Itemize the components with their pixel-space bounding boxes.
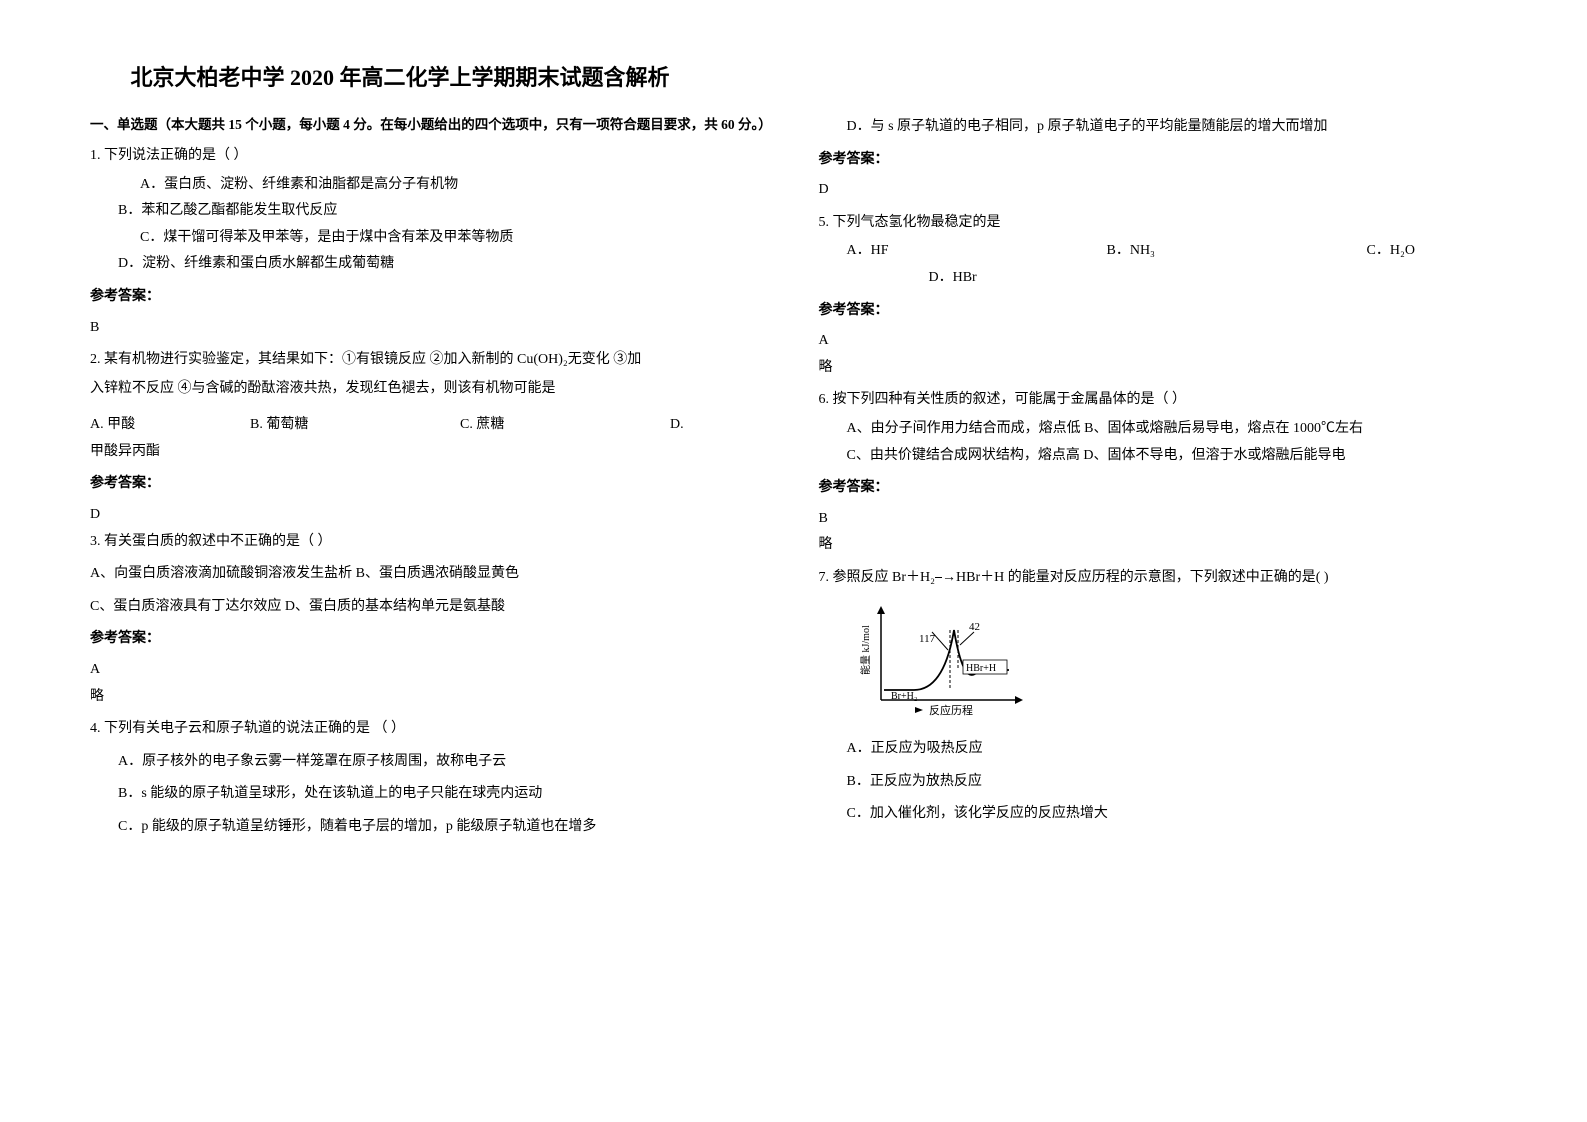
q2-stem-line2: 入锌粒不反应 ④与含碱的酚酞溶液共热，发现红色褪去，则该有机物可能是 bbox=[90, 376, 769, 403]
q6-answer: B bbox=[819, 506, 1498, 533]
q5-opt-d: D．HBr bbox=[929, 265, 977, 292]
q7-opt-a: A．正反应为吸热反应 bbox=[819, 736, 1498, 763]
q2-stem-line1: 2. 某有机物进行实验鉴定，其结果如下：①有银镜反应 ②加入新制的 Cu(OH)… bbox=[90, 347, 769, 374]
q6-explanation: 略 bbox=[819, 532, 1498, 559]
q7-energy-diagram: 能量 kJ/mol 117 42 Br+H₂ H bbox=[859, 600, 1019, 731]
q4-answer-label: 参考答案： bbox=[819, 147, 1498, 174]
diagram-ylabel: 能量 kJ/mol bbox=[859, 625, 872, 675]
q3-stem: 3. 有关蛋白质的叙述中不正确的是（ ） bbox=[90, 529, 769, 556]
q2-options-row: A. 甲酸 B. 葡萄糖 C. 蔗糖 D. bbox=[90, 412, 769, 439]
diagram-xlabel: 反应历程 bbox=[929, 703, 973, 717]
q2-answer: D bbox=[90, 502, 769, 529]
q3-answer-label: 参考答案： bbox=[90, 626, 769, 653]
q7-opt-b: B．正反应为放热反应 bbox=[819, 769, 1498, 796]
q6-opt-ab: A、由分子间作用力结合而成，熔点低 B、固体或熔融后易导电，熔点在 1000℃左… bbox=[819, 416, 1498, 443]
q6-opt-cd: C、由共价键结合成网状结构，熔点高 D、固体不导电，但溶于水或熔融后能导电 bbox=[819, 443, 1498, 470]
q4-answer: D bbox=[819, 177, 1498, 204]
q4-opt-a: A．原子核外的电子象云雾一样笼罩在原子核周围，故称电子云 bbox=[90, 749, 769, 776]
diagram-reactant-label: Br+H₂ bbox=[891, 691, 917, 702]
column-right: D．与 s 原子轨道的电子相同，p 原子轨道电子的平均能量随能层的增大而增加 参… bbox=[819, 114, 1498, 843]
diagram-product-label: HBr+H bbox=[966, 663, 996, 674]
q5-stem: 5. 下列气态氢化物最稳定的是 bbox=[819, 210, 1498, 237]
q2-opt-a: A. 甲酸 bbox=[90, 412, 250, 439]
q1-answer-label: 参考答案： bbox=[90, 284, 769, 311]
q5-options-row1: A．HF B．NH₃ C．H₂O bbox=[819, 238, 1498, 265]
q1-opt-a: A．蛋白质、淀粉、纤维素和油脂都是高分子有机物 bbox=[90, 172, 769, 199]
diagram-x-arrow bbox=[1015, 696, 1023, 704]
q7-opt-c: C．加入催化剂，该化学反应的反应热增大 bbox=[819, 801, 1498, 828]
column-left: 一、单选题（本大题共 15 个小题，每小题 4 分。在每小题给出的四个选项中，只… bbox=[90, 114, 769, 843]
q2-answer-label: 参考答案： bbox=[90, 471, 769, 498]
q2-opt-d-continued: 甲酸异丙酯 bbox=[90, 439, 769, 466]
q1-answer: B bbox=[90, 315, 769, 342]
q3-opt-cd: C、蛋白质溶液具有丁达尔效应 D、蛋白质的基本结构单元是氨基酸 bbox=[90, 594, 769, 621]
q5-opt-c: C．H₂O bbox=[1367, 238, 1415, 265]
q1-stem: 1. 下列说法正确的是（ ） bbox=[90, 143, 769, 170]
q5-options-row2: D．HBr bbox=[819, 265, 1498, 292]
diagram-label-42: 42 bbox=[969, 621, 980, 633]
q5-answer: A bbox=[819, 328, 1498, 355]
q4-opt-b: B．s 能级的原子轨道呈球形，处在该轨道上的电子只能在球壳内运动 bbox=[90, 781, 769, 808]
diagram-x-label-arrow bbox=[915, 707, 923, 713]
page-title: 北京大柏老中学 2020 年高二化学上学期期末试题含解析 bbox=[90, 60, 710, 92]
q1-opt-d: D．淀粉、纤维素和蛋白质水解都生成葡萄糖 bbox=[90, 251, 769, 278]
q1-opt-b: B．苯和乙酸乙酯都能发生取代反应 bbox=[90, 198, 769, 225]
q6-stem: 6. 按下列四种有关性质的叙述，可能属于金属晶体的是（ ） bbox=[819, 387, 1498, 414]
diagram-arrow-42 bbox=[960, 632, 974, 645]
q5-opt-a: A．HF bbox=[847, 238, 1107, 265]
q7-stem: 7. 参照反应 Br＋H₂⎯→HBr＋H 的能量对反应历程的示意图，下列叙述中正… bbox=[819, 565, 1498, 592]
q3-explanation: 略 bbox=[90, 684, 769, 711]
q4-opt-d: D．与 s 原子轨道的电子相同，p 原子轨道电子的平均能量随能层的增大而增加 bbox=[819, 114, 1498, 141]
q4-opt-c: C．p 能级的原子轨道呈纺锤形，随着电子层的增加，p 能级原子轨道也在增多 bbox=[90, 814, 769, 841]
q2-opt-b: B. 葡萄糖 bbox=[250, 412, 460, 439]
q3-opt-ab: A、向蛋白质溶液滴加硫酸铜溶液发生盐析 B、蛋白质遇浓硝酸显黄色 bbox=[90, 561, 769, 588]
content-columns: 一、单选题（本大题共 15 个小题，每小题 4 分。在每小题给出的四个选项中，只… bbox=[90, 114, 1497, 843]
q5-answer-label: 参考答案： bbox=[819, 298, 1498, 325]
q5-explanation: 略 bbox=[819, 355, 1498, 382]
q1-opt-c: C．煤干馏可得苯及甲苯等，是由于煤中含有苯及甲苯等物质 bbox=[90, 225, 769, 252]
q2-opt-c: C. 蔗糖 bbox=[460, 412, 670, 439]
diagram-label-117: 117 bbox=[919, 633, 936, 645]
q3-answer: A bbox=[90, 657, 769, 684]
diagram-y-arrow bbox=[877, 606, 885, 614]
q5-opt-b: B．NH₃ bbox=[1107, 238, 1367, 265]
q2-opt-d: D. bbox=[670, 412, 684, 439]
q4-stem: 4. 下列有关电子云和原子轨道的说法正确的是 （ ） bbox=[90, 716, 769, 743]
q6-answer-label: 参考答案： bbox=[819, 475, 1498, 502]
section-1-heading: 一、单选题（本大题共 15 个小题，每小题 4 分。在每小题给出的四个选项中，只… bbox=[90, 114, 769, 137]
